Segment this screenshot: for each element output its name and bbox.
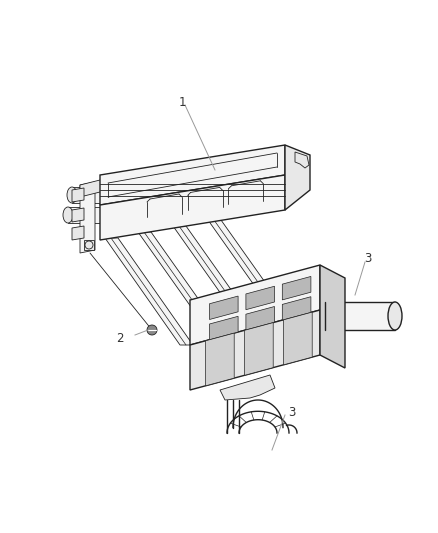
- Ellipse shape: [63, 207, 73, 223]
- Ellipse shape: [147, 325, 157, 335]
- Polygon shape: [100, 145, 285, 205]
- Text: 1: 1: [178, 95, 186, 109]
- Polygon shape: [209, 296, 238, 319]
- Polygon shape: [320, 265, 345, 368]
- Polygon shape: [283, 297, 311, 320]
- Polygon shape: [285, 145, 310, 210]
- Polygon shape: [209, 316, 238, 340]
- Ellipse shape: [85, 241, 93, 249]
- Polygon shape: [190, 310, 320, 390]
- Polygon shape: [283, 312, 312, 365]
- Polygon shape: [244, 322, 273, 375]
- Ellipse shape: [388, 302, 402, 330]
- Polygon shape: [138, 232, 226, 338]
- Polygon shape: [80, 182, 95, 253]
- Polygon shape: [173, 226, 261, 332]
- Polygon shape: [105, 238, 193, 345]
- Ellipse shape: [67, 187, 77, 203]
- Text: 3: 3: [288, 406, 296, 418]
- Text: 2: 2: [116, 332, 124, 344]
- Polygon shape: [283, 277, 311, 300]
- Polygon shape: [72, 226, 84, 240]
- Polygon shape: [325, 302, 395, 330]
- Polygon shape: [246, 306, 275, 330]
- Polygon shape: [220, 375, 275, 400]
- Polygon shape: [190, 265, 320, 345]
- Polygon shape: [68, 207, 108, 223]
- Polygon shape: [205, 333, 234, 386]
- Polygon shape: [246, 286, 275, 310]
- Polygon shape: [72, 208, 84, 222]
- Polygon shape: [80, 178, 108, 197]
- Polygon shape: [84, 240, 94, 250]
- Polygon shape: [72, 187, 108, 203]
- Polygon shape: [100, 175, 285, 240]
- Polygon shape: [295, 152, 309, 168]
- Polygon shape: [72, 188, 84, 202]
- Text: 3: 3: [364, 252, 372, 264]
- Polygon shape: [208, 220, 296, 326]
